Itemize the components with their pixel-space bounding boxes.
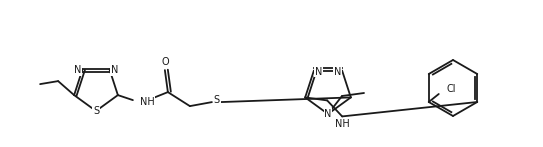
- Text: N: N: [334, 67, 341, 77]
- Text: N: N: [324, 109, 332, 119]
- Text: N: N: [74, 65, 81, 75]
- Text: O: O: [161, 57, 169, 67]
- Text: N: N: [111, 65, 118, 75]
- Text: N: N: [315, 67, 322, 77]
- Text: S: S: [214, 95, 220, 105]
- Text: Cl: Cl: [447, 84, 456, 94]
- Text: NH: NH: [140, 97, 155, 107]
- Text: S: S: [93, 106, 99, 116]
- Text: NH: NH: [335, 119, 350, 129]
